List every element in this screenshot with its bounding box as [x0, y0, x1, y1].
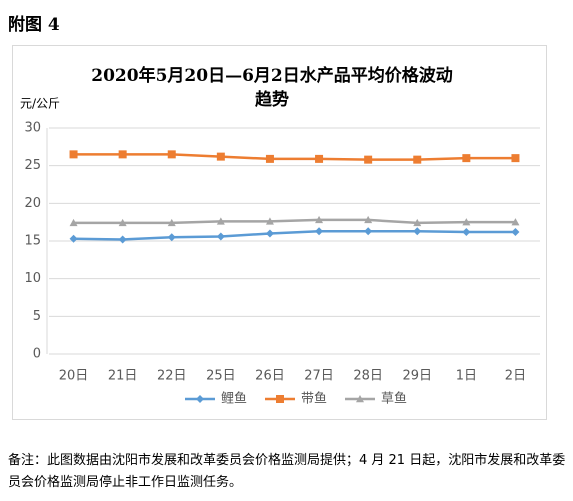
y-axis-label: 元/公斤: [20, 97, 60, 111]
marker: [216, 152, 225, 161]
x-tick-label: 29日: [402, 369, 432, 384]
x-tick-label: 20日: [59, 369, 89, 384]
marker: [511, 227, 520, 236]
x-tick-label: 27日: [304, 369, 334, 384]
x-tick-label: 26日: [255, 369, 285, 384]
line: [73, 218, 516, 225]
marker: [511, 154, 520, 163]
marker: [413, 227, 422, 236]
marker: [276, 395, 284, 403]
y-tick-label: 20: [24, 196, 41, 211]
marker: [265, 154, 274, 163]
y-tick-label: 25: [24, 158, 41, 173]
marker: [413, 155, 422, 164]
marker: [315, 215, 324, 224]
legend-label: 鲤鱼: [221, 391, 247, 407]
chart-frame: [12, 45, 547, 420]
marker: [413, 218, 422, 227]
marker: [216, 217, 225, 225]
marker: [167, 150, 176, 159]
y-tick-label: 30: [24, 121, 41, 136]
marker: [511, 218, 520, 226]
marker: [364, 227, 373, 236]
marker: [196, 395, 204, 403]
x-tick-label: 1日: [456, 369, 477, 384]
marker: [118, 235, 127, 244]
x-tick-label: 28日: [353, 369, 383, 384]
marker: [356, 395, 364, 403]
y-tick-label: 15: [24, 234, 41, 249]
marker: [265, 217, 274, 225]
marker: [462, 154, 471, 163]
marker: [118, 150, 127, 159]
chart-title: 2020年5月20日—6月2日水产品平均价格波动趋势: [91, 66, 453, 110]
x-tick-label: 2日: [505, 369, 526, 384]
marker: [69, 234, 78, 243]
marker: [315, 227, 324, 236]
y-tick-label: 0: [33, 347, 41, 362]
line: [73, 229, 516, 241]
marker: [315, 154, 324, 163]
line: [73, 153, 516, 161]
marker: [462, 227, 471, 236]
y-tick-label: 5: [33, 309, 41, 324]
y-tick-label: 10: [24, 271, 41, 286]
marker: [167, 233, 176, 242]
x-tick-label: 21日: [108, 369, 138, 384]
x-tick-label: 25日: [206, 369, 236, 384]
marker: [265, 229, 274, 238]
legend-label: 草鱼: [381, 391, 407, 407]
marker: [167, 218, 176, 227]
x-tick-label: 22日: [157, 369, 187, 384]
note: 备注：此图数据由沈阳市发展和改革委员会价格监测局提供；4 月 21 日起，沈阳市…: [8, 453, 566, 490]
legend-label: 带鱼: [301, 391, 327, 407]
marker: [69, 218, 78, 227]
marker: [118, 218, 127, 227]
marker: [216, 232, 225, 241]
marker: [69, 150, 78, 159]
marker: [364, 155, 373, 164]
marker: [462, 218, 471, 226]
marker: [364, 215, 373, 224]
figure-heading: 附图 4: [8, 15, 60, 35]
